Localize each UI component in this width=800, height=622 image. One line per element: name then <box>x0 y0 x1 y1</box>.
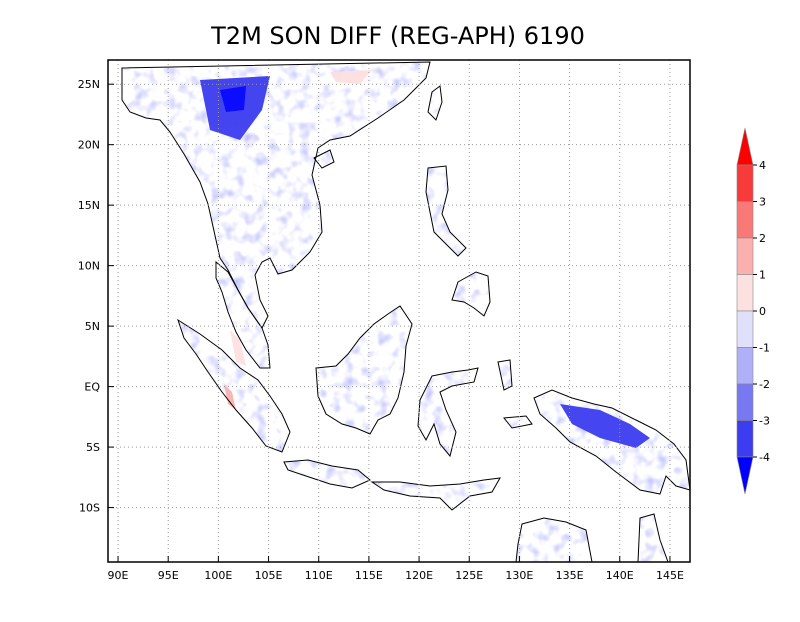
x-tick-label: 90E <box>108 569 129 582</box>
coastline <box>637 513 669 562</box>
x-tick-label: 100E <box>204 569 232 582</box>
land-detail <box>200 70 650 448</box>
y-tick-label: 15N <box>78 199 100 212</box>
region-australia-north <box>516 518 592 562</box>
coastline <box>177 318 291 453</box>
colorbar-label: 1 <box>759 269 766 282</box>
map-title: T2M SON DIFF (REG-APH) 6190 <box>210 22 585 50</box>
colorbar-bottom-arrow <box>736 456 754 495</box>
region-halmahera <box>498 360 512 390</box>
region-lesser-sunda <box>372 478 500 510</box>
coastline <box>215 260 271 369</box>
region-borneo <box>316 306 412 434</box>
region-cape-york <box>638 514 668 562</box>
colorbar-label: 0 <box>759 305 766 318</box>
coastlines <box>121 61 690 562</box>
coastline <box>503 415 533 429</box>
coastline <box>497 359 513 391</box>
x-axis-ticks: 90E 95E 100E 105E 110E 115E 120E 125E 130E 135E 14… <box>108 556 684 582</box>
region-sulawesi <box>418 368 478 456</box>
colorbar-label: -2 <box>759 378 770 391</box>
colorbar-bin <box>736 347 754 385</box>
coastline <box>313 149 335 169</box>
colorbar-bin <box>736 274 754 312</box>
region-malay-peninsula <box>216 262 270 368</box>
y-axis-ticks: 25N 20N 15N 10N 5N EQ 5S 10S <box>78 78 114 515</box>
region-mindanao <box>452 272 490 316</box>
y-tick-label: 5N <box>85 320 100 333</box>
coastline <box>283 459 371 489</box>
x-tick-label: 115E <box>355 569 383 582</box>
colorbar-legend: 4 3 2 1 0 -1 -2 -3 -4 <box>736 127 770 495</box>
x-tick-label: 105E <box>255 569 283 582</box>
colorbar-label: -1 <box>759 342 770 355</box>
coastline <box>315 305 413 435</box>
colorbar-top-arrow <box>736 127 754 166</box>
x-tick-label: 145E <box>656 569 684 582</box>
colorbar-label: 3 <box>759 196 766 209</box>
x-tick-label: 140E <box>606 569 634 582</box>
coastline <box>370 477 501 511</box>
x-tick-label: 120E <box>405 569 433 582</box>
y-tick-label: EQ <box>84 381 100 394</box>
x-tick-label: 95E <box>158 569 179 582</box>
coastline <box>425 165 467 257</box>
y-tick-label: 10S <box>79 502 100 515</box>
y-tick-label: 10N <box>78 260 100 273</box>
colorbar-bin <box>736 383 754 421</box>
colorbar-bin <box>736 201 754 239</box>
plot-area <box>108 60 690 562</box>
x-tick-label: 130E <box>505 569 533 582</box>
grid <box>108 60 690 562</box>
x-tick-label: 135E <box>556 569 584 582</box>
x-tick-label: 110E <box>305 569 333 582</box>
coastline <box>515 517 593 562</box>
plot-frame <box>107 59 691 563</box>
colorbar-bin <box>736 420 754 458</box>
coastline <box>417 367 479 458</box>
region-sumatra <box>178 320 290 452</box>
x-tick-label: 125E <box>455 569 483 582</box>
colorbar-bin <box>736 164 754 202</box>
region-indochina-mainland <box>122 62 430 328</box>
region-java <box>284 460 370 488</box>
coastline <box>533 389 690 495</box>
colorbar-label: 4 <box>759 159 766 172</box>
colorbar-label: 2 <box>759 232 766 245</box>
colorbar-bin <box>736 237 754 275</box>
y-tick-label: 20N <box>78 139 100 152</box>
coastline <box>451 271 491 317</box>
y-tick-label: 5S <box>86 441 100 454</box>
coastline <box>427 85 443 121</box>
colorbar-label: -4 <box>759 451 770 464</box>
y-tick-label: 25N <box>78 78 100 91</box>
coastline <box>121 61 431 329</box>
colorbar-bin <box>736 310 754 348</box>
colorbar-label: -3 <box>759 415 770 428</box>
